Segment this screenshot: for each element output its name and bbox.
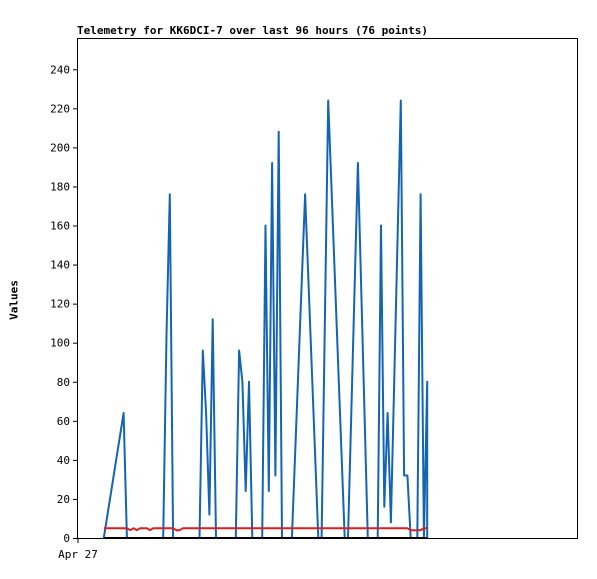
- y-tick-label: 40: [57, 454, 70, 467]
- y-tick-label: 100: [50, 337, 70, 350]
- y-tick-label: 20: [57, 493, 70, 506]
- y-tick-label: 120: [50, 298, 70, 311]
- y-tick-label: 80: [57, 376, 70, 389]
- y-tick-label: 60: [57, 415, 70, 428]
- y-tick-label: 180: [50, 180, 70, 193]
- x-tick-label: Apr 27: [58, 548, 98, 561]
- y-tick-label: 0: [63, 532, 70, 545]
- series-line-2: [103, 527, 428, 532]
- y-tick-label: 240: [50, 63, 70, 76]
- y-tick-label: 200: [50, 141, 70, 154]
- series-line-1: [102, 99, 429, 539]
- chart-title: Telemetry for KK6DCI-7 over last 96 hour…: [77, 24, 428, 37]
- y-tick-label: 160: [50, 220, 70, 233]
- y-tick-label: 140: [50, 259, 70, 272]
- y-tick-label: 220: [50, 102, 70, 115]
